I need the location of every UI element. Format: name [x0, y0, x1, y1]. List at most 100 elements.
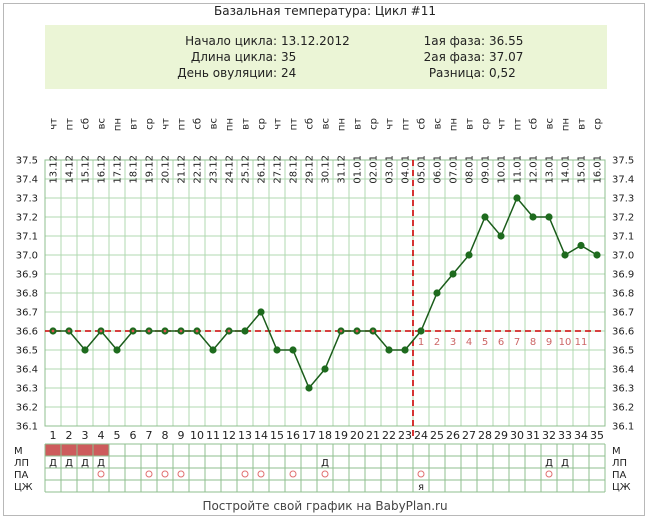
- difference-value: 0,52: [489, 66, 516, 80]
- weekday-label: чт: [497, 118, 508, 130]
- luteal-day-number: 11: [575, 337, 588, 348]
- weekday-label: пт: [401, 118, 412, 131]
- date-tick-label: 02.01: [369, 155, 380, 184]
- pa-circle-marker: [545, 470, 553, 478]
- weekday-label: ср: [257, 118, 268, 130]
- y-tick-label-right: 37.4: [612, 175, 634, 186]
- data-point: [81, 346, 89, 354]
- ovulation-day-value: 24: [281, 66, 297, 80]
- date-tick-label: 17.12: [113, 155, 124, 184]
- weekday-label: вс: [321, 118, 332, 129]
- cycle-info-panel: Начало цикла: 13.12.2012 Длина цикла: 35…: [45, 25, 607, 89]
- day-number-label: 35: [590, 429, 604, 442]
- weekday-label: пн: [561, 118, 572, 131]
- pa-circle-marker: [289, 470, 297, 478]
- row-label-right: М: [612, 446, 621, 457]
- data-point: [305, 384, 313, 392]
- chart-title: Базальная температура: Цикл #11: [213, 4, 436, 18]
- luteal-day-number: 8: [530, 337, 536, 348]
- weekday-label: пт: [177, 118, 188, 131]
- weekday-label: сб: [193, 118, 204, 130]
- weekday-label: вт: [353, 118, 364, 130]
- day-number-label: 18: [318, 429, 332, 442]
- date-tick-label: 15.01: [577, 155, 588, 184]
- pa-circle-marker: [161, 470, 169, 478]
- day-number-label: 31: [526, 429, 540, 442]
- date-tick-label: 09.01: [481, 155, 492, 184]
- day-number-label: 2: [66, 429, 73, 442]
- y-tick-label-right: 37.0: [612, 251, 634, 262]
- weekday-label: ср: [145, 118, 156, 130]
- weekday-label: чт: [273, 118, 284, 130]
- data-point: [593, 251, 601, 259]
- lp-mark: Д: [81, 458, 89, 469]
- weekday-label: ср: [481, 118, 492, 130]
- y-tick-label-left: 36.6: [16, 327, 38, 338]
- day-number-label: 10: [190, 429, 204, 442]
- weekday-label: пн: [225, 118, 236, 131]
- y-tick-label-right: 37.5: [612, 156, 634, 167]
- luteal-day-number: 2: [434, 337, 440, 348]
- day-number-label: 13: [238, 429, 252, 442]
- date-tick-label: 01.01: [353, 155, 364, 184]
- day-number-label: 19: [334, 429, 348, 442]
- date-tick-label: 13.12: [49, 155, 60, 184]
- row-label-right: ЦЖ: [612, 482, 631, 493]
- row-label-left: ЛП: [14, 458, 29, 469]
- day-number-label: 27: [462, 429, 476, 442]
- luteal-day-number: 10: [559, 337, 572, 348]
- data-point-highlight: [355, 329, 359, 333]
- footer-text[interactable]: Постройте свой график на BabyPlan.ru: [202, 499, 448, 513]
- lp-mark: Д: [65, 458, 73, 469]
- data-point: [433, 289, 441, 297]
- cycle-length-value: 35: [281, 50, 297, 64]
- data-point: [481, 213, 489, 221]
- date-tick-label: 19.12: [145, 155, 156, 184]
- y-tick-label-left: 37.5: [16, 156, 38, 167]
- weekday-label: пт: [513, 118, 524, 131]
- y-tick-label-right: 36.1: [612, 422, 634, 433]
- date-tick-label: 18.12: [129, 155, 140, 184]
- date-tick-label: 08.01: [465, 155, 476, 184]
- data-point: [321, 365, 329, 373]
- y-tick-label-right: 37.2: [612, 213, 634, 224]
- weekday-label: ср: [593, 118, 604, 130]
- pa-circle-marker: [417, 470, 425, 478]
- day-number-label: 28: [478, 429, 492, 442]
- data-point: [529, 213, 537, 221]
- day-number-label: 21: [366, 429, 380, 442]
- data-point-highlight: [179, 329, 183, 333]
- data-point: [273, 346, 281, 354]
- y-tick-label-left: 37.2: [16, 213, 38, 224]
- date-tick-label: 20.12: [161, 155, 172, 184]
- day-number-label: 17: [302, 429, 316, 442]
- data-point: [401, 346, 409, 354]
- date-tick-label: 22.12: [193, 155, 204, 184]
- weekday-label: вт: [129, 118, 140, 130]
- pa-circle-marker: [177, 470, 185, 478]
- date-tick-label: 13.01: [545, 155, 556, 184]
- weekday-label: вт: [465, 118, 476, 130]
- y-tick-label-left: 36.9: [16, 270, 38, 281]
- day-number-label: 24: [414, 429, 428, 442]
- y-tick-label-left: 36.1: [16, 422, 38, 433]
- weekday-label: сб: [305, 118, 316, 130]
- data-point: [561, 251, 569, 259]
- weekday-label: вт: [577, 118, 588, 130]
- data-point: [513, 194, 521, 202]
- weekday-label: вт: [241, 118, 252, 130]
- y-tick-label-left: 36.2: [16, 403, 38, 414]
- date-tick-label: 24.12: [225, 155, 236, 184]
- date-tick-label: 06.01: [433, 155, 444, 184]
- data-point: [113, 346, 121, 354]
- plot-border: [44, 159, 606, 427]
- phase1-value: 36.55: [489, 34, 524, 48]
- date-tick-label: 11.01: [513, 155, 524, 184]
- y-tick-label-right: 37.3: [612, 194, 634, 205]
- date-tick-label: 31.12: [337, 155, 348, 184]
- day-number-label: 32: [542, 429, 556, 442]
- weekday-label: вс: [209, 118, 220, 129]
- row-label-left: М: [14, 446, 23, 457]
- day-number-label: 34: [574, 429, 588, 442]
- lp-mark: Д: [545, 458, 553, 469]
